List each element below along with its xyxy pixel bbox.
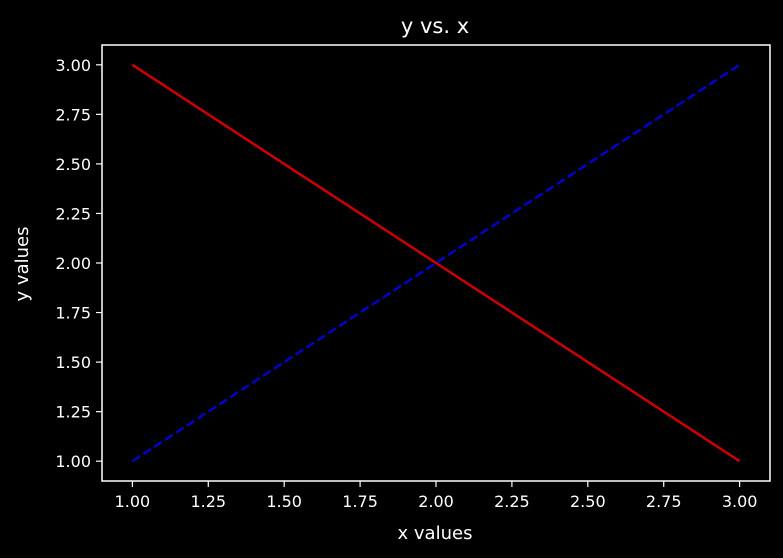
- x-tick-label-5: 2.25: [494, 492, 530, 511]
- x-tick-label-7: 2.75: [646, 492, 682, 511]
- series-line-2: [131, 63, 741, 463]
- y-axis-label: y values: [12, 227, 33, 302]
- x-axis-label: x values: [398, 523, 473, 544]
- x-tick-label-0: 1.00: [115, 492, 151, 511]
- x-axis-ticks: 1.00 1.25 1.50 1.75 2.00 2.25 2.50 2.75 3.00: [115, 481, 758, 511]
- x-tick-label-8: 3.00: [722, 492, 758, 511]
- x-tick-label-3: 1.75: [342, 492, 378, 511]
- series-line-1: [131, 63, 741, 463]
- y-tick-label-4: 2.00: [55, 254, 91, 273]
- y-tick-label-8: 3.00: [55, 56, 91, 75]
- y-axis-ticks: 1.00 1.25 1.50 1.75 2.00 2.25 2.50 2.75 3.00: [55, 56, 102, 471]
- y-tick-label-0: 1.00: [55, 452, 91, 471]
- y-tick-label-1: 1.25: [55, 403, 91, 422]
- y-tick-label-7: 2.75: [55, 105, 91, 124]
- x-tick-label-2: 1.50: [266, 492, 302, 511]
- x-tick-label-1: 1.25: [190, 492, 226, 511]
- series-layer: [131, 63, 741, 463]
- y-tick-label-6: 2.50: [55, 155, 91, 174]
- y-tick-label-5: 2.25: [55, 204, 91, 223]
- chart-title: y vs. x: [401, 14, 469, 38]
- y-tick-label-3: 1.75: [55, 304, 91, 323]
- x-tick-label-6: 2.50: [570, 492, 606, 511]
- x-tick-label-4: 2.00: [418, 492, 454, 511]
- y-tick-label-2: 1.50: [55, 353, 91, 372]
